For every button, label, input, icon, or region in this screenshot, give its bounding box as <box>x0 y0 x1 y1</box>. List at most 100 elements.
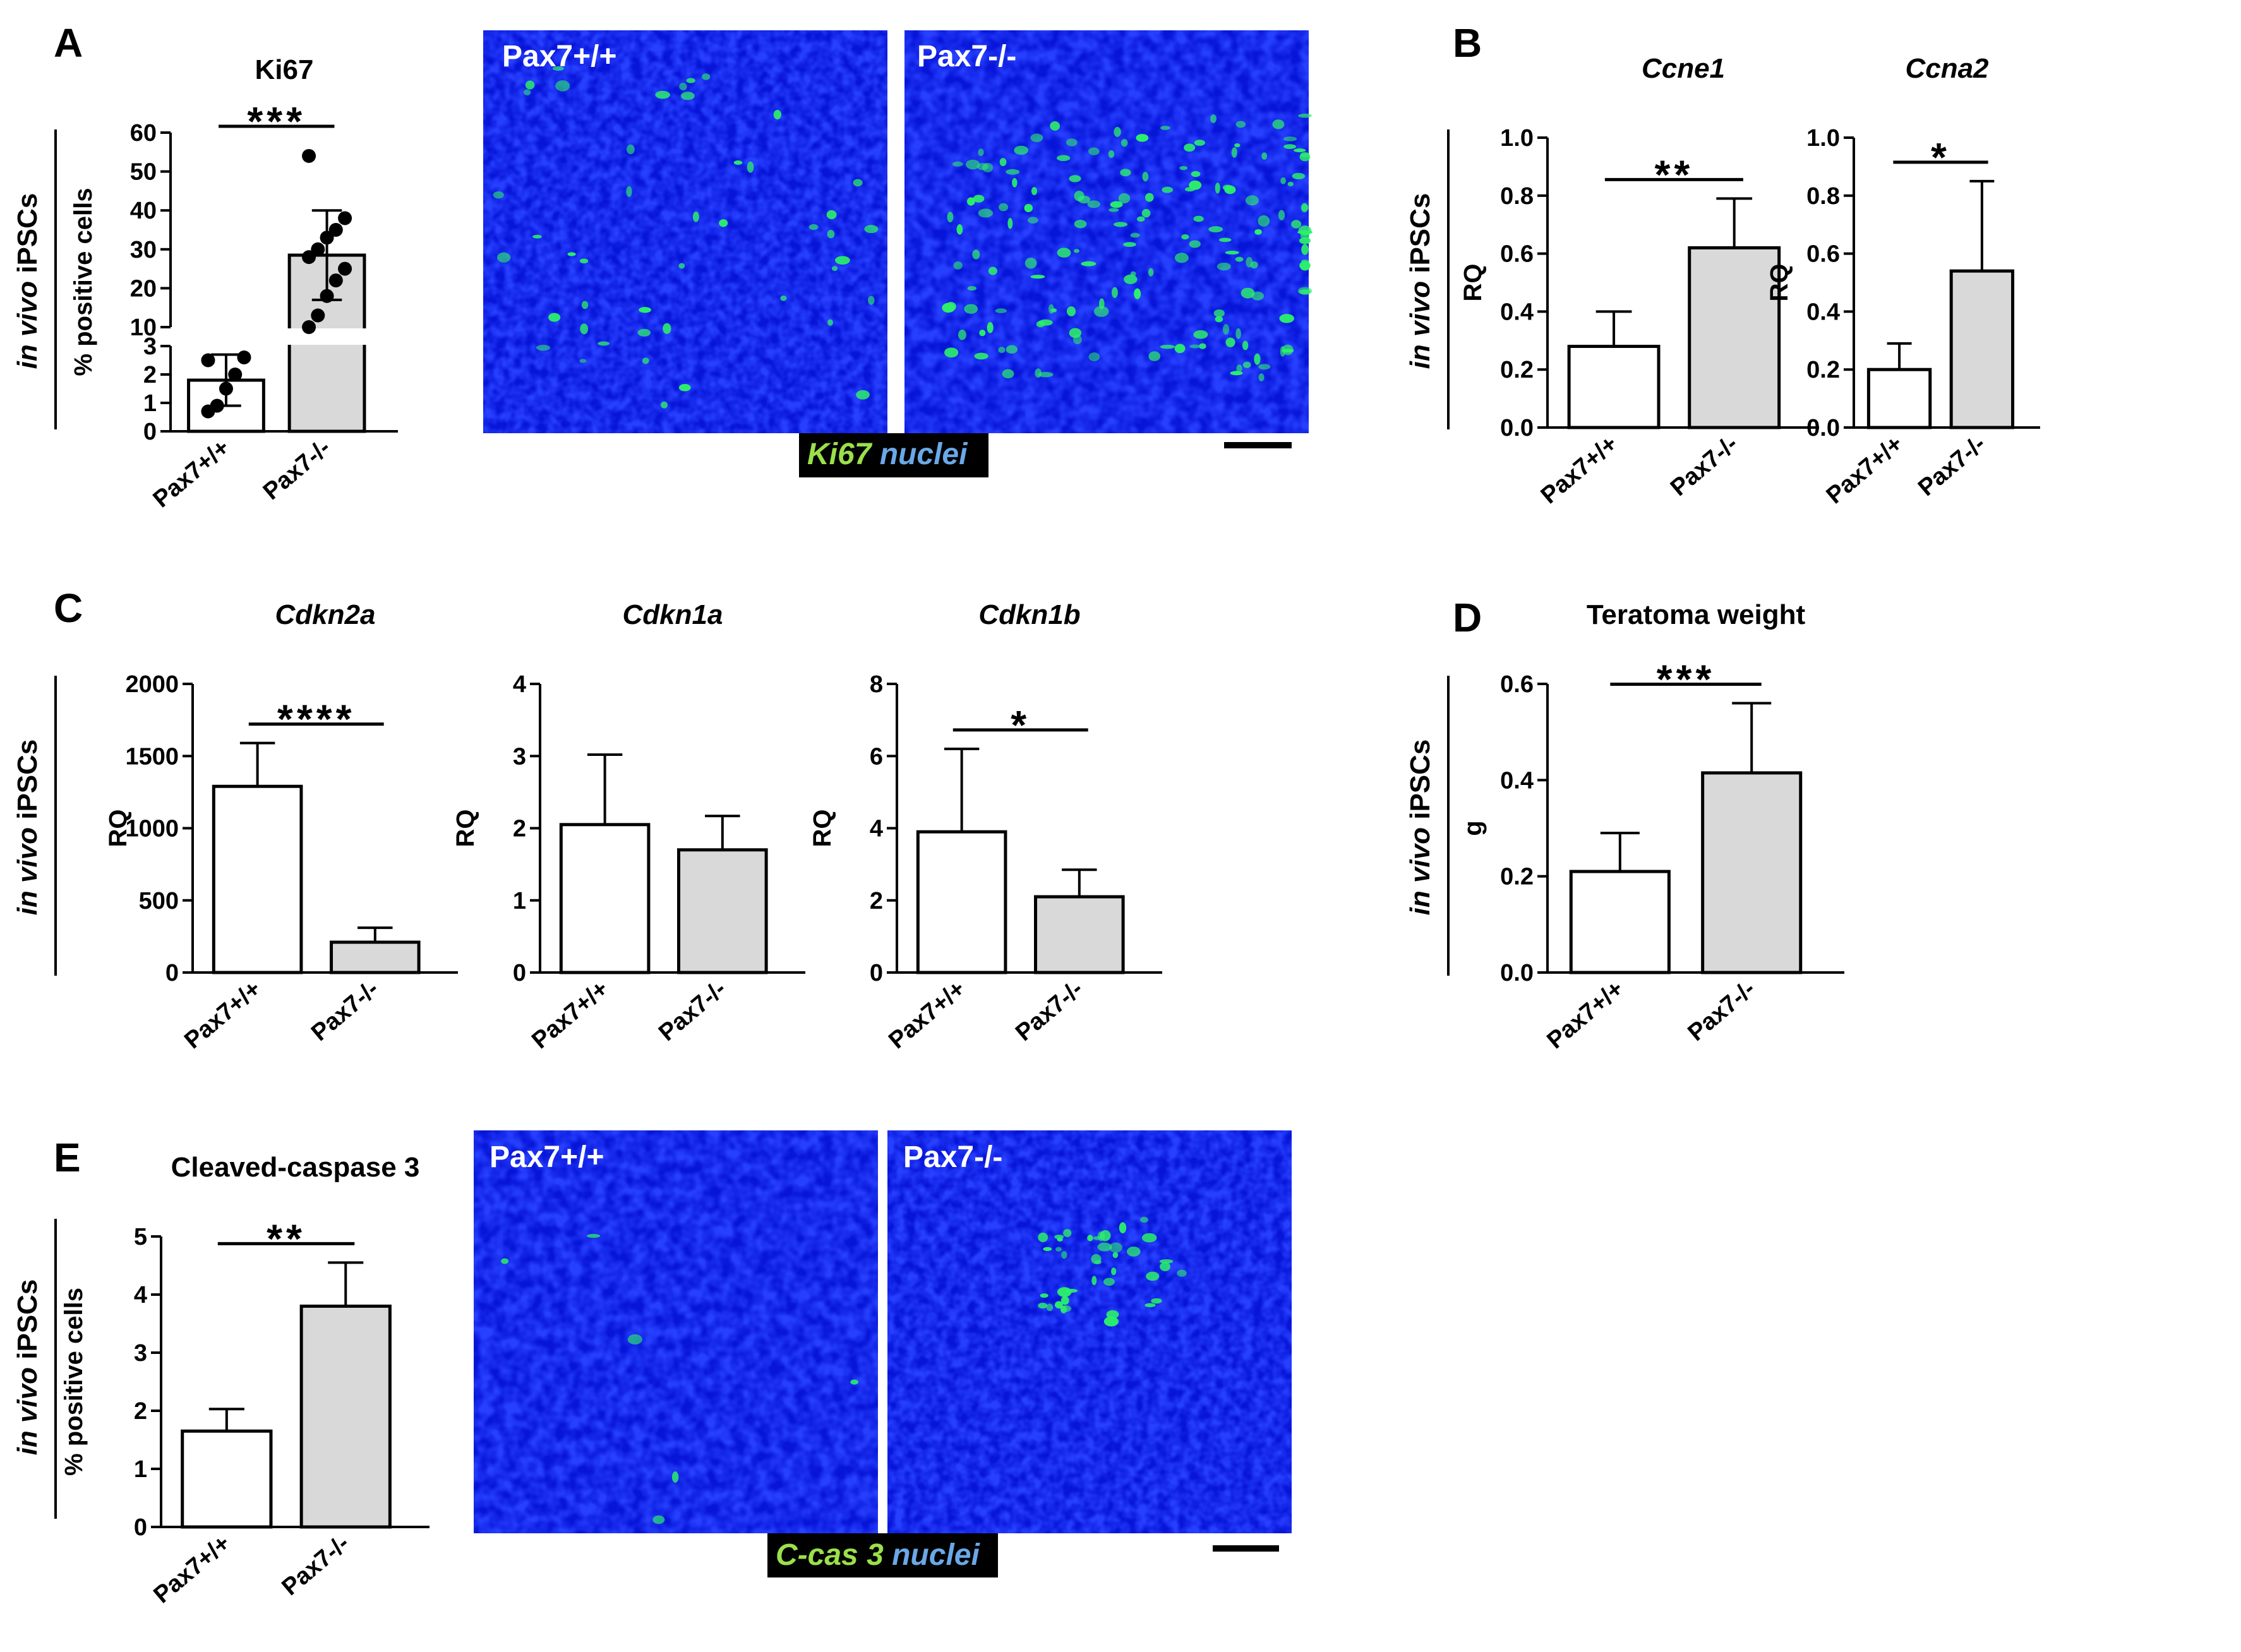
chart-e: 0 1 2 3 4 5 Pax7+/+ Pax7-/- Cleaved-caspase 3 % p… <box>60 1152 430 1608</box>
data-point <box>228 368 243 381</box>
signal-spot <box>827 319 833 326</box>
micrograph-ccas3: Pax7+/+ Pax7-/- C-cas 3 nuclei <box>474 1130 1292 1577</box>
bar-Pax7-/- <box>299 1304 392 1529</box>
side-label-b: in vivo iPSCs <box>1405 129 1450 429</box>
y-tick-label: 0.0 <box>1500 960 1534 986</box>
signal-spot <box>1094 1260 1102 1265</box>
bar-Pax7+/+ <box>212 784 303 974</box>
y-tick-label: 1 <box>513 888 526 914</box>
y-tick-label: 0 <box>870 960 883 986</box>
y-tick-label: 0 <box>165 960 179 986</box>
signal-spot <box>965 159 980 170</box>
bar-Pax7+/+ <box>1569 870 1671 974</box>
chart-c1: 0 500 1000 1500 2000 Pax7+/+ Pax7-/- Cdkn2a RQ **… <box>104 599 458 1054</box>
signal-spot <box>536 345 551 351</box>
signal-spot <box>1215 183 1220 194</box>
signal-spot <box>1231 147 1237 158</box>
data-point <box>311 308 325 323</box>
signal-spot <box>1030 133 1043 143</box>
svg-text:in vivo iPSCs: in vivo iPSCs <box>1405 193 1436 369</box>
y-tick-label: 0.6 <box>1500 671 1534 698</box>
signal-spot <box>1174 253 1189 263</box>
signal-spot <box>834 256 850 265</box>
signal-spot <box>1074 219 1087 229</box>
signal-spot <box>1297 287 1313 295</box>
signal-spot <box>1258 215 1270 227</box>
signal-spot <box>1258 373 1265 381</box>
signal-spot <box>1151 1298 1162 1304</box>
side-label-c: in vivo iPSCs <box>12 676 57 976</box>
signal-spot <box>1136 216 1145 222</box>
signal-spot <box>831 266 838 272</box>
signal-spot <box>1024 257 1037 269</box>
significance-label: ** <box>267 1216 306 1261</box>
y-tick-label: 2000 <box>125 671 179 698</box>
chart-title: Teratoma weight <box>1587 599 1806 630</box>
signal-spot <box>1194 140 1205 146</box>
signal-spot <box>733 160 743 165</box>
bar-Pax7+/+ <box>559 823 651 974</box>
y-axis-label: RQ <box>104 810 132 847</box>
signal-spot <box>1299 152 1311 162</box>
y-tick-label: 30 <box>130 237 157 263</box>
signal-spot <box>1236 364 1242 373</box>
signal-spot <box>974 352 988 360</box>
signal-spot <box>1012 177 1018 188</box>
signal-spot <box>1222 184 1233 191</box>
signal-spot <box>868 296 875 305</box>
signal-spot <box>953 261 963 270</box>
bar-Pax7-/- <box>330 940 421 974</box>
y-tick-label: 5 <box>134 1224 147 1250</box>
signal-spot <box>1301 203 1308 213</box>
y-tick-label: 3 <box>134 1340 147 1367</box>
signal-spot <box>1189 180 1202 190</box>
y-tick-label: 6 <box>870 743 883 770</box>
signal-spot <box>1106 1310 1119 1319</box>
signal-spot <box>1254 229 1262 235</box>
signal-spot <box>1063 1229 1072 1237</box>
y-tick-label: 3 <box>513 743 526 770</box>
signal-spot <box>626 186 632 197</box>
signal-spot <box>663 323 671 334</box>
signal-spot <box>1130 232 1140 238</box>
signal-spot <box>1109 1242 1122 1253</box>
signal-spot <box>1148 268 1154 277</box>
signal-spot <box>652 1515 665 1524</box>
signal-spot <box>1246 256 1253 268</box>
signal-spot <box>1283 136 1297 141</box>
signal-spot <box>1074 249 1080 253</box>
signal-spot <box>702 73 711 80</box>
y-tick-label: 50 <box>130 159 157 186</box>
y-tick-label: 1000 <box>125 816 179 842</box>
signal-spot <box>1091 1276 1097 1286</box>
signal-spot <box>827 230 835 239</box>
signal-spot <box>1141 1233 1157 1243</box>
chart-title: Ki67 <box>255 54 314 85</box>
signal-spot <box>1060 1305 1072 1312</box>
x-tick-label: Pax7+/+ <box>149 1530 236 1609</box>
signal-spot <box>1242 361 1251 368</box>
y-tick-label: 4 <box>870 816 883 842</box>
x-tick-label: Pax7+/+ <box>1536 431 1623 510</box>
bar-Pax7-/- <box>1949 269 2015 429</box>
signal-spot <box>1242 340 1249 350</box>
signal-spot <box>692 211 699 222</box>
signal-spot <box>999 203 1009 212</box>
signal-spot <box>1208 226 1223 232</box>
signal-spot <box>1141 208 1151 218</box>
y-tick-label: 0.4 <box>1806 299 1840 325</box>
signal-spot <box>1134 288 1141 299</box>
side-label-italic: in vivo <box>12 281 43 369</box>
data-point <box>219 381 233 396</box>
signal-spot <box>1280 346 1285 357</box>
signal-spot <box>1030 275 1045 279</box>
signal-spot <box>1081 261 1096 266</box>
signal-spot <box>966 197 975 206</box>
svg-text:in vivo iPSCs: in vivo iPSCs <box>1405 739 1436 916</box>
x-tick-label: Pax7-/- <box>306 976 383 1046</box>
signal-spot <box>1191 171 1201 177</box>
bar-Pax7+/+ <box>1866 368 1932 429</box>
signal-spot <box>1066 138 1078 147</box>
signal-spot <box>1160 126 1170 130</box>
signal-spot <box>1272 119 1285 129</box>
